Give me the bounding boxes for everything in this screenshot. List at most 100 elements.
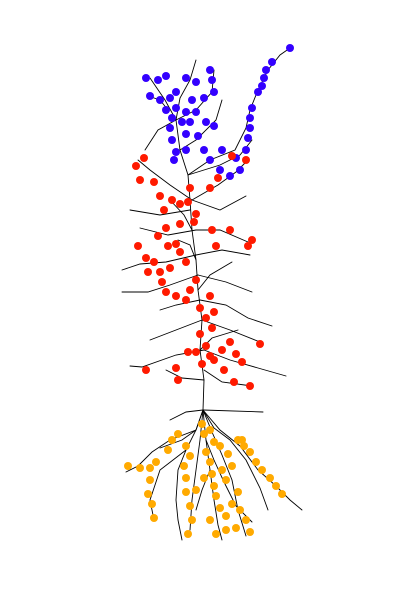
apical-oblique-marker bbox=[196, 304, 204, 312]
apical-oblique-marker bbox=[166, 264, 174, 272]
apical-oblique-marker bbox=[208, 226, 216, 234]
basal-marker bbox=[200, 474, 208, 482]
basal-marker bbox=[272, 482, 280, 490]
apical-tuft-marker bbox=[206, 66, 214, 74]
apical-tuft-marker bbox=[226, 172, 234, 180]
apical-tuft-marker bbox=[268, 58, 276, 66]
apical-oblique-marker bbox=[156, 192, 164, 200]
apical-oblique-marker bbox=[168, 196, 176, 204]
apical-oblique-marker bbox=[238, 358, 246, 366]
apical-tuft-marker bbox=[142, 74, 150, 82]
apical-oblique-marker bbox=[184, 348, 192, 356]
apical-tuft-marker bbox=[146, 92, 154, 100]
apical-tuft-marker bbox=[216, 166, 224, 174]
basal-marker bbox=[224, 450, 232, 458]
basal-marker bbox=[222, 476, 230, 484]
apical-oblique-marker bbox=[156, 268, 164, 276]
basal-marker bbox=[228, 500, 236, 508]
basal-marker bbox=[210, 438, 218, 446]
apical-tuft-marker bbox=[242, 146, 250, 154]
apical-oblique-marker bbox=[160, 206, 168, 214]
apical-oblique-marker bbox=[150, 178, 158, 186]
apical-tuft-marker bbox=[260, 74, 268, 82]
basal-marker bbox=[186, 502, 194, 510]
apical-oblique-marker bbox=[210, 356, 218, 364]
basal-marker bbox=[146, 476, 154, 484]
apical-oblique-marker bbox=[244, 242, 252, 250]
basal-marker bbox=[242, 516, 250, 524]
basal-marker bbox=[232, 524, 240, 532]
basal-marker bbox=[152, 458, 160, 466]
apical-tuft-marker bbox=[194, 132, 202, 140]
basal-marker bbox=[180, 462, 188, 470]
basal-marker bbox=[150, 514, 158, 522]
apical-tuft-marker bbox=[172, 148, 180, 156]
apical-tuft-marker bbox=[206, 156, 214, 164]
apical-tuft-marker bbox=[172, 88, 180, 96]
apical-oblique-marker bbox=[226, 338, 234, 346]
apical-oblique-marker bbox=[162, 224, 170, 232]
apical-tuft-markers bbox=[142, 44, 294, 180]
basal-marker bbox=[146, 464, 154, 472]
basal-marker bbox=[238, 436, 246, 444]
basal-marker bbox=[164, 446, 172, 454]
apical-oblique-marker bbox=[226, 226, 234, 234]
apical-tuft-marker bbox=[186, 118, 194, 126]
basal-marker bbox=[228, 462, 236, 470]
basal-marker bbox=[206, 458, 214, 466]
basal-marker bbox=[198, 420, 206, 428]
apical-tuft-marker bbox=[166, 124, 174, 132]
basal-marker bbox=[136, 464, 144, 472]
apical-tuft-marker bbox=[178, 118, 186, 126]
apical-oblique-marker bbox=[158, 278, 166, 286]
apical-oblique-marker bbox=[142, 254, 150, 262]
apical-tuft-marker bbox=[192, 108, 200, 116]
basal-marker bbox=[202, 448, 210, 456]
apical-tuft-marker bbox=[286, 44, 294, 52]
apical-oblique-marker bbox=[176, 200, 184, 208]
apical-tuft-marker bbox=[254, 88, 262, 96]
apical-tuft-marker bbox=[162, 72, 170, 80]
apical-oblique-marker bbox=[174, 376, 182, 384]
basal-marker bbox=[252, 458, 260, 466]
apical-oblique-marker bbox=[162, 288, 170, 296]
apical-oblique-marker bbox=[186, 184, 194, 192]
apical-oblique-marker bbox=[206, 184, 214, 192]
basal-marker bbox=[210, 482, 218, 490]
basal-marker bbox=[184, 530, 192, 538]
apical-tuft-marker bbox=[200, 94, 208, 102]
apical-oblique-marker bbox=[150, 258, 158, 266]
basal-marker bbox=[208, 470, 216, 478]
basal-marker bbox=[218, 466, 226, 474]
apical-tuft-marker bbox=[262, 66, 270, 74]
apical-tuft-marker bbox=[244, 134, 252, 142]
apical-tuft-marker bbox=[182, 74, 190, 82]
apical-tuft-marker bbox=[208, 76, 216, 84]
apical-oblique-markers bbox=[132, 152, 264, 390]
apical-oblique-marker bbox=[176, 248, 184, 256]
apical-tuft-marker bbox=[182, 146, 190, 154]
apical-tuft-marker bbox=[168, 114, 176, 122]
apical-oblique-marker bbox=[136, 176, 144, 184]
apical-oblique-marker bbox=[182, 258, 190, 266]
apical-tuft-marker bbox=[156, 96, 164, 104]
apical-tuft-marker bbox=[182, 130, 190, 138]
apical-oblique-marker bbox=[208, 324, 216, 332]
apical-oblique-marker bbox=[198, 360, 206, 368]
apical-oblique-marker bbox=[192, 348, 200, 356]
apical-tuft-marker bbox=[170, 156, 178, 164]
basal-marker bbox=[234, 488, 242, 496]
apical-tuft-marker bbox=[168, 136, 176, 144]
basal-marker bbox=[174, 430, 182, 438]
apical-tuft-marker bbox=[172, 104, 180, 112]
apical-oblique-marker bbox=[144, 268, 152, 276]
apical-tuft-marker bbox=[182, 108, 190, 116]
basal-marker bbox=[148, 500, 156, 508]
basal-marker bbox=[246, 528, 254, 536]
basal-marker bbox=[182, 442, 190, 450]
apical-oblique-marker bbox=[206, 292, 214, 300]
apical-oblique-marker bbox=[214, 174, 222, 182]
